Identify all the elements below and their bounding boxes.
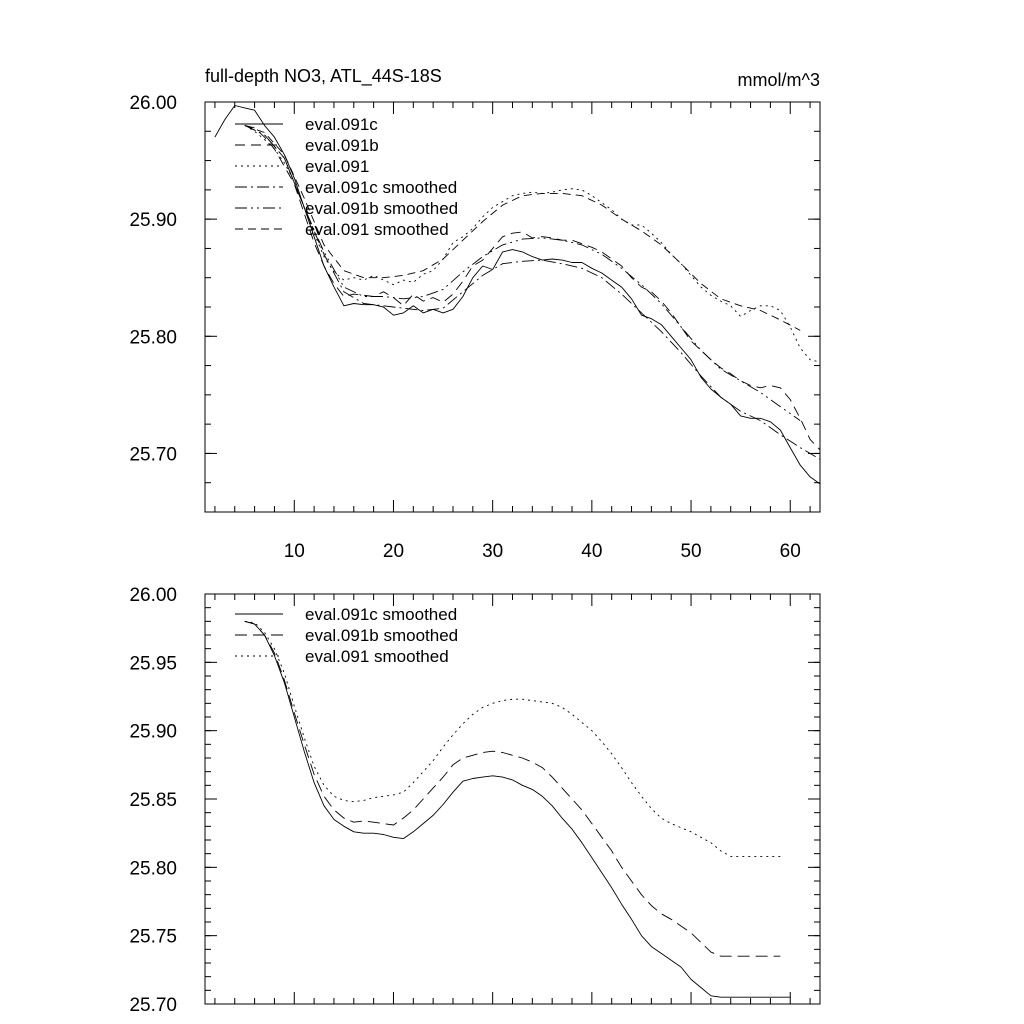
top-panel: full-depth NO3, ATL_44S-18S mmol/m^3 10 2… [129, 66, 821, 562]
series-group [214, 105, 821, 485]
series-line-eval-091b-smoothed [244, 620, 781, 957]
y-tick-label: 25.70 [129, 995, 177, 1016]
legend-label: eval.091b smoothed [305, 199, 458, 218]
axis-ticks: 10 20 30 40 50 60 25.70 25.80 25.90 26.00 [129, 93, 820, 562]
legend-label: eval.091c [305, 115, 378, 134]
axis-ticks: 25.70 25.75 25.80 25.85 25.90 25.95 26.00 [129, 585, 820, 1016]
series-group [244, 620, 791, 998]
legend-label: eval.091b [305, 136, 379, 155]
y-tick-label: 25.70 [129, 444, 177, 465]
bottom-panel: 25.70 25.75 25.80 25.85 25.90 25.95 26.00 eval… [129, 585, 821, 1016]
legend-label: eval.091 smoothed [305, 647, 449, 666]
legend-label: eval.091 [305, 157, 369, 176]
units-label: mmol/m^3 [738, 70, 820, 90]
series-line-eval-091-smoothed [244, 124, 801, 331]
legend: eval.091c smoothed eval.091b smoothed eval… [235, 605, 458, 666]
legend: eval.091c eval.091b eval.091 eval.091c smoo… [235, 115, 458, 239]
plot-frame [204, 593, 821, 1005]
y-tick-label: 25.80 [129, 327, 177, 348]
series-line-eval-091c-smoothed [244, 620, 791, 998]
y-tick-label: 25.90 [129, 210, 177, 231]
x-tick-label: 30 [482, 541, 503, 562]
y-tick-label: 25.80 [129, 858, 177, 879]
y-tick-label: 25.75 [129, 927, 177, 948]
legend-label: eval.091c smoothed [305, 178, 457, 197]
legend-label: eval.091b smoothed [305, 626, 458, 645]
series-line-eval-091b-smoothed [244, 124, 801, 421]
plot-frame [204, 101, 821, 513]
y-tick-label: 25.95 [129, 653, 177, 674]
y-tick-label: 26.00 [129, 93, 177, 114]
x-tick-label: 60 [780, 541, 801, 562]
legend-label: eval.091 smoothed [305, 220, 449, 239]
chart-title: full-depth NO3, ATL_44S-18S [205, 66, 442, 87]
x-tick-label: 40 [581, 541, 602, 562]
y-tick-label: 26.00 [129, 585, 177, 606]
y-tick-label: 25.90 [129, 722, 177, 743]
legend-label: eval.091c smoothed [305, 605, 457, 624]
series-line-eval-091-smoothed [244, 620, 781, 857]
series-line-eval-091b [244, 124, 821, 451]
series-line-eval-091c-smoothed [244, 124, 821, 460]
x-tick-label: 20 [383, 541, 404, 562]
x-tick-label: 50 [680, 541, 701, 562]
x-tick-label: 10 [284, 541, 305, 562]
y-tick-label: 25.85 [129, 790, 177, 811]
